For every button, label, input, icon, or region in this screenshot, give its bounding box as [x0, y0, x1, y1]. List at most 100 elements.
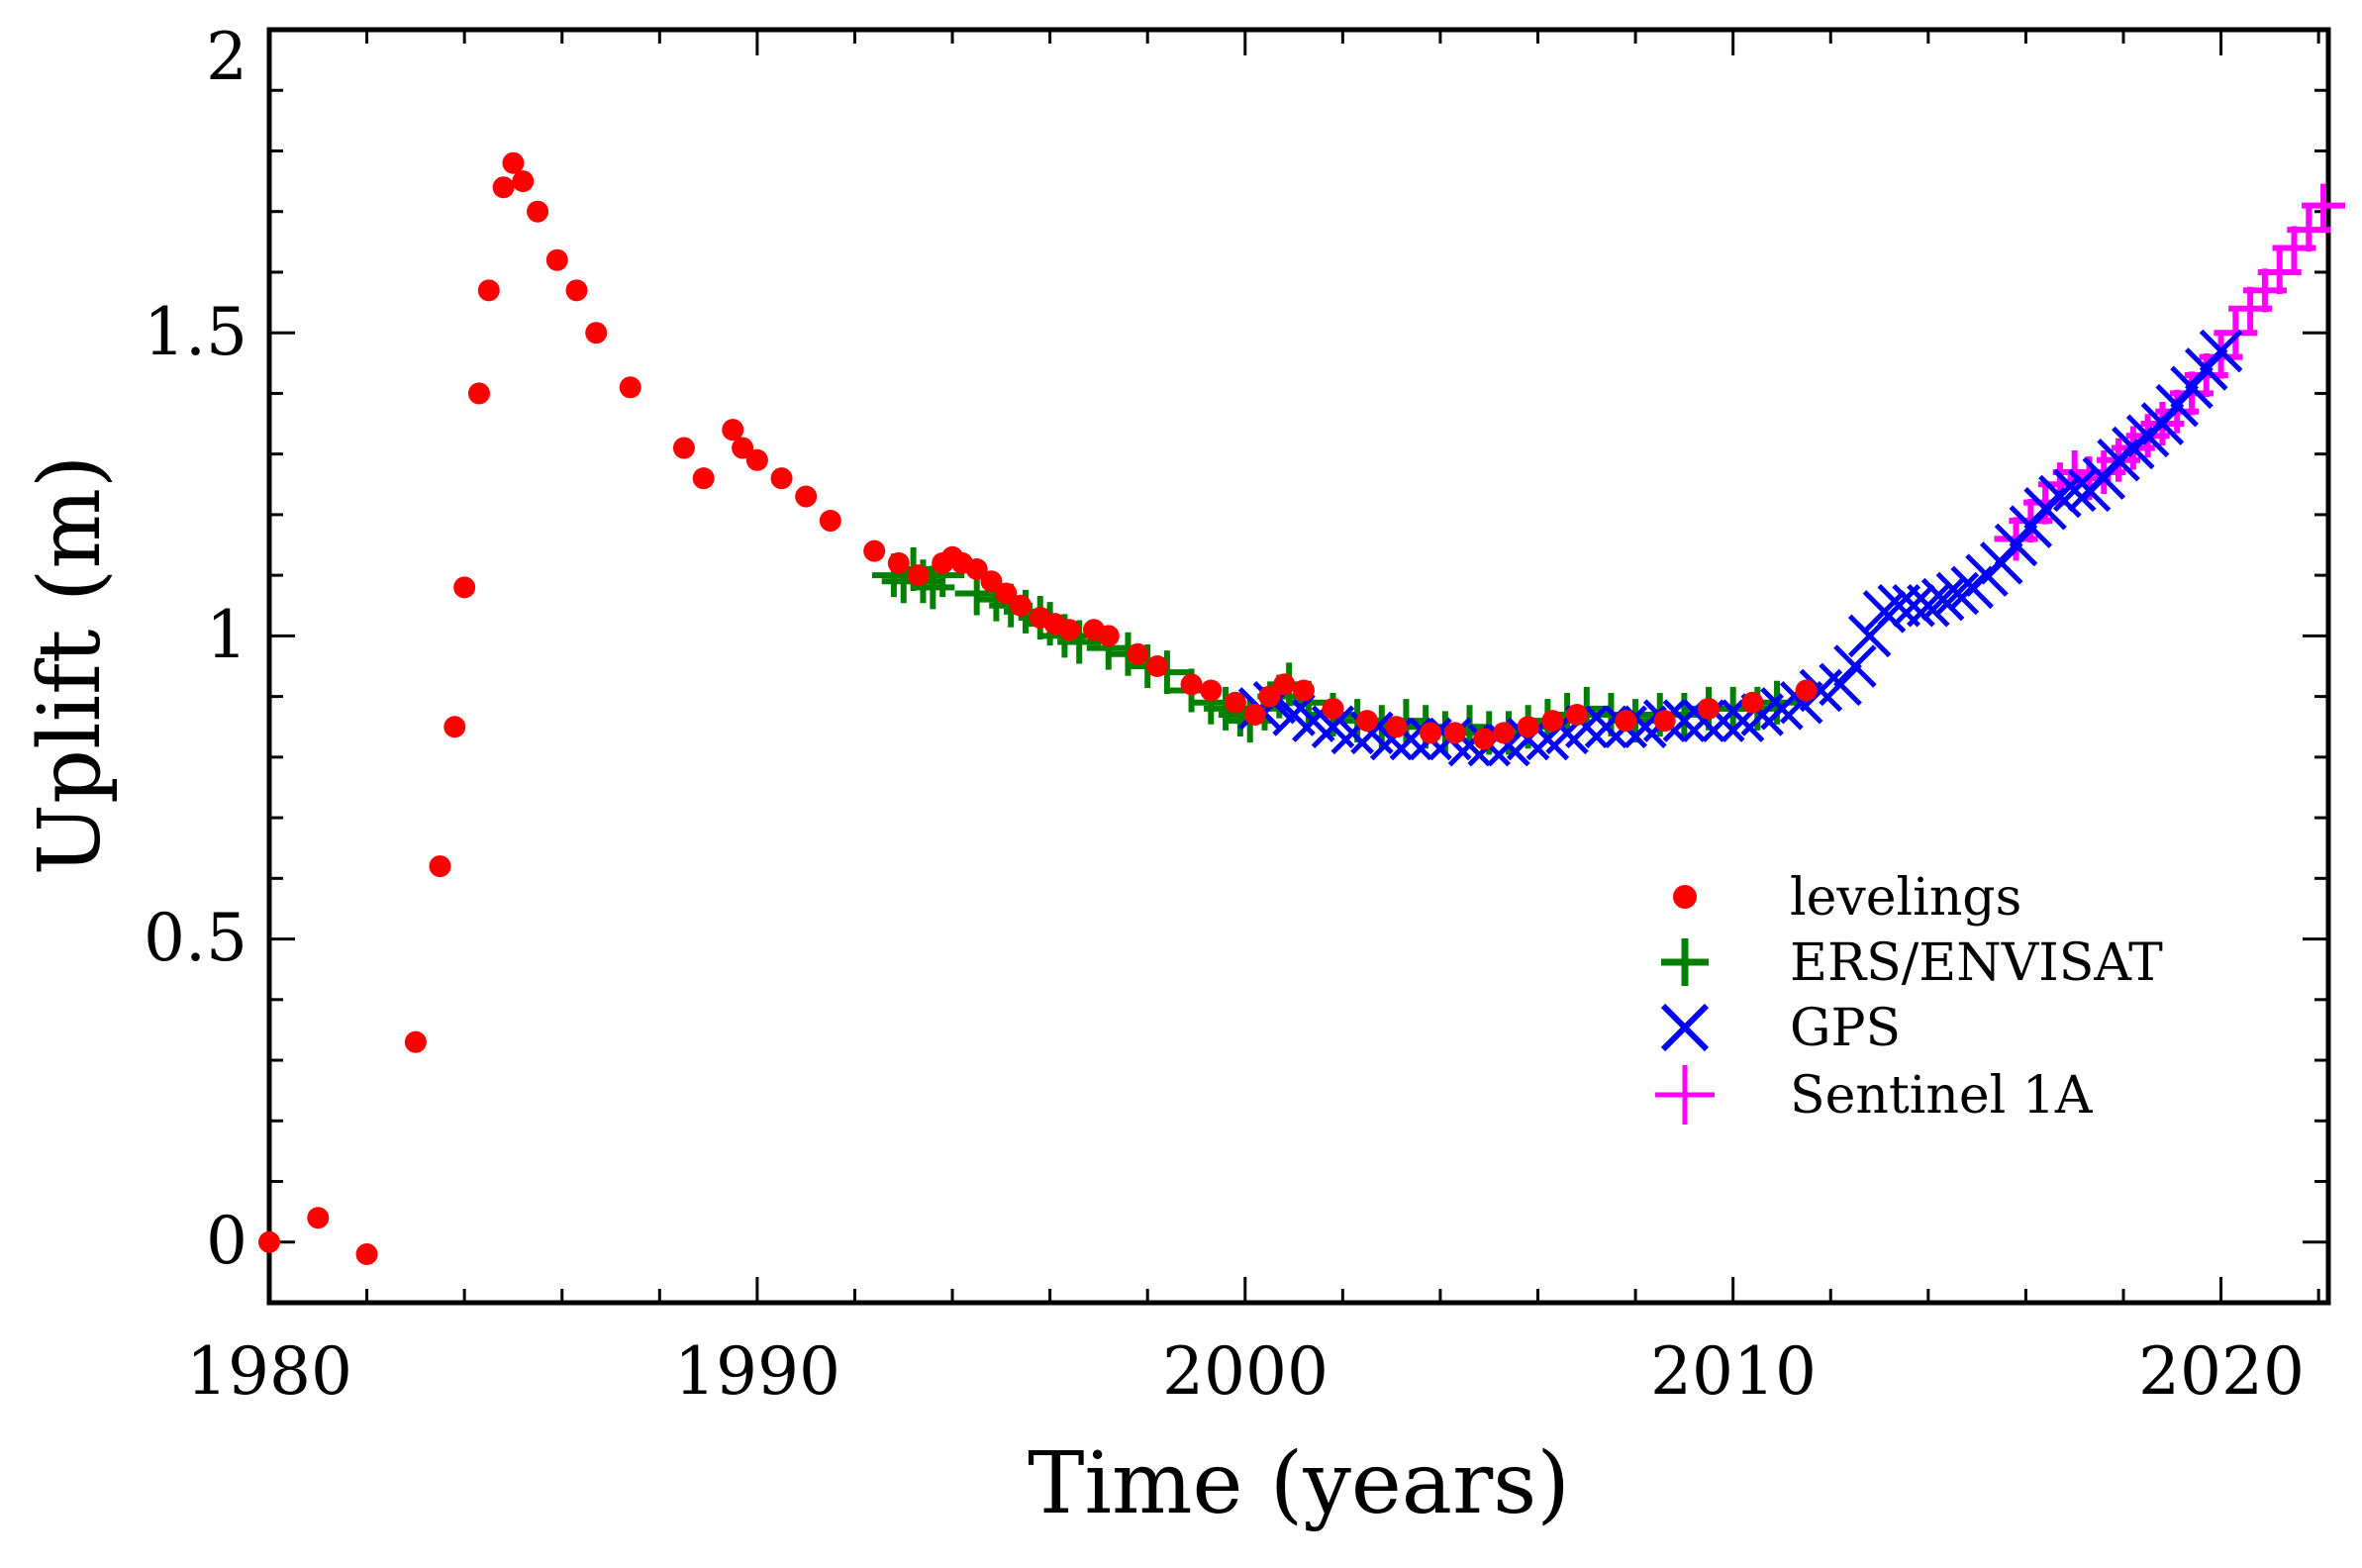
data-point-gps [2185, 347, 2228, 391]
data-point-levelings [1273, 673, 1296, 696]
data-point-levelings [565, 279, 588, 302]
data-point-levelings [672, 437, 695, 459]
data-point-levelings [732, 437, 754, 459]
marker-stroke [1994, 523, 2038, 567]
data-point-levelings [722, 419, 744, 441]
data-point-gps [2199, 329, 2243, 373]
y-tick-label: 2 [206, 19, 247, 95]
data-point-levelings [819, 510, 841, 533]
data-point-levelings [692, 467, 715, 490]
marker-stroke [1311, 705, 1355, 749]
marker-stroke [1907, 583, 1950, 628]
marker-stroke [1506, 717, 1550, 761]
data-point-levelings [545, 248, 568, 271]
data-layer [258, 151, 2346, 1266]
data-point-levelings [770, 467, 793, 490]
marker-stroke [1935, 571, 1980, 616]
data-point-levelings [1146, 655, 1169, 677]
marker-stroke [1702, 699, 1745, 742]
data-point-levelings [404, 1030, 427, 1053]
data-point-levelings [795, 485, 818, 508]
data-point-levelings [907, 564, 930, 587]
x-tick-label: 2000 [1162, 1333, 1329, 1410]
y-tick-label: 0 [206, 1203, 247, 1279]
data-point-levelings [965, 558, 988, 581]
data-point-levelings [980, 570, 1003, 593]
data-point-levelings [492, 176, 515, 199]
data-point-levelings [1292, 679, 1315, 702]
legend-label: GPS [1790, 999, 1901, 1058]
legend: levelings ERS/ENVISAT GPS Sentinel 1A [1655, 868, 2163, 1126]
data-point-levelings [512, 170, 535, 193]
legend-label: ERS/ENVISAT [1790, 933, 2163, 993]
data-point-levelings [995, 582, 1018, 605]
data-point-levelings [1517, 716, 1539, 738]
data-point-levelings [527, 200, 549, 223]
data-point-gps [1862, 590, 1907, 634]
data-point-levelings [1224, 691, 1246, 714]
legend-marker-sentinel [1655, 1065, 1715, 1125]
legend-marker-gps [1660, 1003, 1710, 1052]
y-tick-label: 0.5 [144, 900, 247, 976]
x-tick-label: 2020 [2138, 1333, 2305, 1410]
data-point-levelings [502, 151, 525, 174]
data-point-levelings [307, 1207, 330, 1229]
marker-stroke [2185, 347, 2228, 391]
data-point-levelings [258, 1230, 280, 1253]
data-point-gps [1819, 662, 1862, 707]
marker-stroke [1892, 583, 1935, 628]
tick-marks [267, 28, 2328, 1303]
legend-marker-levelings [1673, 885, 1697, 909]
data-point-levelings [1058, 619, 1081, 641]
data-point-levelings [619, 376, 641, 399]
data-point-levelings [1493, 722, 1516, 744]
data-point-levelings [1243, 703, 1266, 726]
data-point-gps [2155, 383, 2199, 428]
x-tick-label: 2010 [1650, 1333, 1817, 1410]
y-tick-labels: 0 0.5 1 1.5 2 [144, 19, 247, 1279]
x-tick-label: 1980 [186, 1333, 352, 1410]
marker-stroke [1662, 699, 1707, 742]
data-point-levelings [1653, 710, 1676, 733]
marker-stroke [1979, 541, 2023, 585]
data-point-sentinel-1a [2257, 249, 2302, 294]
marker-stroke [2038, 474, 2082, 519]
data-point-levelings [1615, 710, 1637, 733]
data-point-levelings [1127, 642, 1149, 665]
x-axis-title: Time (years) [1028, 1434, 1570, 1533]
data-point-sentinel-1a [2214, 311, 2258, 355]
data-point-levelings [1010, 594, 1033, 617]
legend-label: Sentinel 1A [1790, 1066, 2094, 1126]
data-point-gps [1662, 699, 1707, 742]
x-tick-label: 1990 [674, 1333, 840, 1410]
marker-stroke [1862, 590, 1907, 634]
data-point-levelings [1741, 691, 1764, 714]
data-point-levelings [1322, 697, 1344, 720]
data-point-levelings [467, 382, 490, 405]
data-point-gps [1979, 541, 2023, 585]
data-point-levelings [1258, 685, 1281, 708]
x-tick-labels: 1980 1990 2000 2010 2020 [186, 1333, 2305, 1410]
data-point-levelings [1200, 679, 1223, 702]
marker-stroke [2052, 468, 2097, 513]
data-point-gps [1994, 523, 2038, 567]
data-point-levelings [477, 279, 500, 302]
data-point-gps [1506, 717, 1550, 761]
data-point-levelings [1541, 710, 1564, 733]
marker-stroke [1272, 693, 1316, 736]
legend-label: levelings [1790, 868, 2021, 928]
marker-stroke [2140, 402, 2185, 445]
y-tick-label: 1.5 [144, 294, 247, 370]
data-point-gps [2052, 468, 2097, 513]
legend-marker-ers-envisat [1661, 938, 1709, 986]
data-point-levelings [1698, 697, 1721, 720]
data-point-levelings [1356, 710, 1379, 733]
marker-stroke [1565, 705, 1609, 749]
y-tick-label: 1 [206, 597, 247, 673]
marker-stroke [1819, 662, 1862, 707]
data-point-gps [2170, 365, 2214, 410]
data-point-levelings [745, 448, 768, 471]
data-point-gps [1935, 571, 1980, 616]
